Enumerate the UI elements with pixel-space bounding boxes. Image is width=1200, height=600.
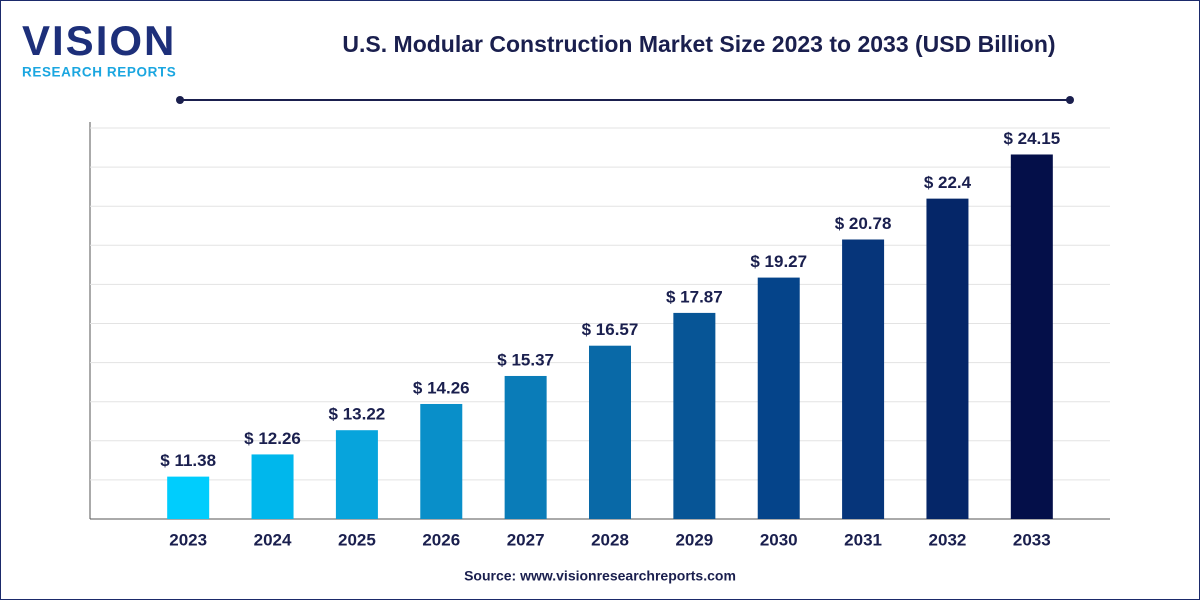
bar [757,277,800,519]
bar [926,198,969,519]
logo-name: VISION [22,17,176,64]
value-label: $ 15.37 [497,350,554,369]
bar [1010,154,1053,519]
value-label: $ 17.87 [666,287,723,306]
bar [335,430,378,519]
value-label: $ 16.57 [582,320,639,339]
bar [589,345,631,519]
value-label: $ 13.22 [329,405,386,424]
bar [673,312,716,519]
source: Source: www.visionresearchreports.com [464,568,736,584]
bar [504,375,547,519]
x-tick-label: 2031 [844,530,882,549]
bar [167,476,210,519]
value-label: $ 11.38 [160,451,216,470]
value-label: $ 14.26 [413,378,470,397]
value-label: $ 19.27 [750,252,807,271]
bar [420,403,463,519]
x-tick-label: 2029 [675,530,713,549]
x-tick-label: 2032 [929,530,967,549]
value-label: $ 20.78 [835,214,892,233]
x-tick-label: 2030 [760,530,798,549]
rule-dot [176,96,184,104]
value-label: $ 12.26 [244,429,301,448]
x-tick-label: 2026 [422,530,460,549]
x-tick-label: 2027 [507,530,545,549]
chart-title: U.S. Modular Construction Market Size 20… [342,31,1055,57]
x-tick-label: 2023 [169,530,207,549]
value-label: $ 22.4 [924,173,972,192]
value-label: $ 24.15 [1003,129,1060,148]
rule-dot [1066,96,1074,104]
x-tick-label: 2028 [591,530,629,549]
x-tick-label: 2024 [254,530,292,549]
bar [251,454,294,519]
x-tick-label: 2025 [338,530,376,549]
x-tick-label: 2033 [1013,530,1051,549]
logo-tagline: RESEARCH REPORTS [22,65,176,80]
bar [842,239,885,520]
